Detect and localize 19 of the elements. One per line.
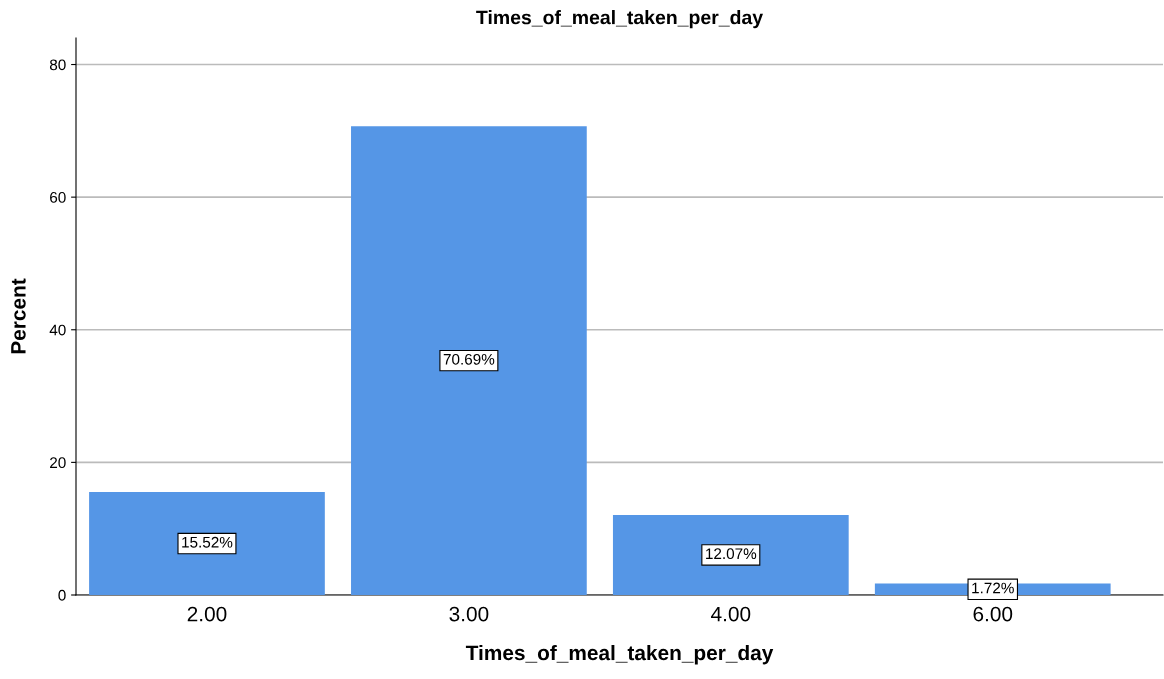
x-tick-label: 3.00 (449, 606, 489, 622)
data-label: 12.07% (706, 548, 757, 560)
data-label: 70.69% (443, 353, 495, 365)
chart-title: Times_of_meal_taken_per_day (476, 10, 763, 29)
bar (351, 126, 587, 595)
data-label: 15.52% (182, 536, 233, 548)
bar (612, 514, 849, 595)
x-tick-label: 6.00 (973, 606, 1013, 622)
y-tick-label: 0 (58, 589, 66, 601)
y-tick-label: 40 (49, 324, 66, 336)
y-tick-label: 20 (50, 457, 66, 469)
data-label: 1.72% (972, 582, 1014, 594)
bar (89, 492, 325, 595)
y-tick-label: 60 (50, 192, 66, 203)
y-axis-title: Percent (11, 278, 26, 354)
x-tick-label: 4.00 (711, 606, 751, 622)
x-tick-label: 2.00 (187, 606, 227, 622)
y-tick-label: 80 (49, 59, 66, 71)
x-axis-title: Times_of_meal_taken_per_day (465, 644, 774, 665)
